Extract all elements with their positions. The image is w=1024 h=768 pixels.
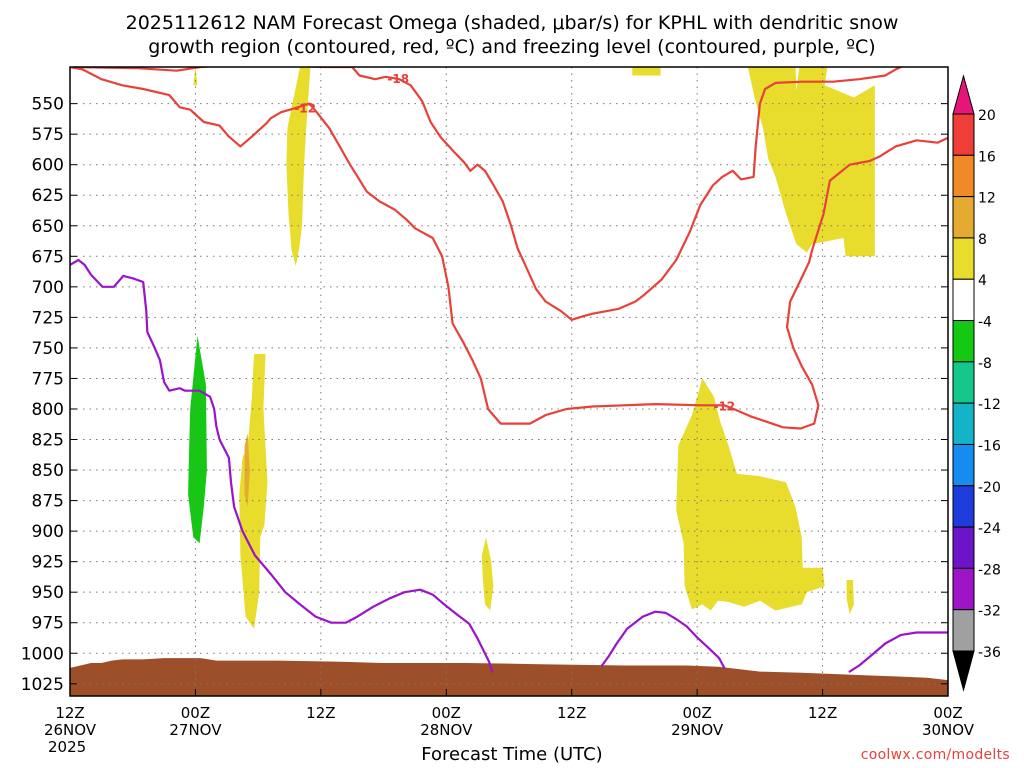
x-tick-label-0-2: 2025	[48, 738, 86, 756]
x-tick-label-12-1: 27NOV	[169, 721, 222, 739]
omega-region-9	[188, 335, 207, 544]
y-tick-label-900: 900	[32, 522, 64, 542]
colorbar-bin-8	[952, 402, 975, 445]
x-tick-label-60-0: 00Z	[682, 704, 711, 722]
colorbar-label-2: 12	[978, 191, 996, 207]
y-tick-label-700: 700	[32, 278, 64, 298]
colorbar-label-6: -8	[978, 356, 992, 372]
y-tick-label-550: 550	[32, 95, 64, 115]
plot-frame	[69, 66, 949, 697]
omega-shading	[70, 67, 948, 696]
y-tick-label-725: 725	[32, 308, 64, 328]
colorbar: 20 16 12 8 4 -4 -8 -12 -16 -20 -24 -28 -32 -36	[952, 74, 1001, 692]
y-tick-label-650: 650	[32, 217, 64, 237]
colorbar-bin-5	[952, 278, 975, 322]
y-tick-label-675: 675	[32, 247, 64, 267]
x-tick-label-36-1: 28NOV	[420, 721, 473, 739]
chart-title-line1: 2025112612 NAM Forecast Omega (shaded, μ…	[125, 12, 899, 34]
x-tick-label-60-1: 29NOV	[671, 721, 724, 739]
colorbar-bin-10	[952, 485, 975, 528]
omega-region-7	[846, 580, 854, 615]
y-tick-label-925: 925	[32, 553, 64, 573]
colorbar-bin-12	[952, 567, 975, 611]
colorbar-bin-6	[952, 320, 975, 363]
contours: -12 -18 -12	[70, 67, 948, 673]
gridlines	[70, 67, 948, 696]
contour-label-1: -18	[387, 72, 409, 86]
x-tick-label-48-0: 12Z	[557, 704, 586, 722]
colorbar-label-7: -12	[978, 397, 1001, 413]
x-tick-label-36-0: 00Z	[432, 704, 461, 722]
y-tick-label-850: 850	[32, 461, 64, 481]
omega-region-4	[481, 537, 494, 611]
y-tick-label-775: 775	[32, 369, 64, 389]
x-tick-label-72-0: 12Z	[808, 704, 837, 722]
colorbar-bottom-arrow	[952, 650, 975, 692]
colorbar-bin-13	[952, 609, 975, 652]
chart-title-line2: growth region (contoured, red, ºC) and f…	[148, 36, 876, 58]
omega-region-5	[632, 67, 661, 76]
dgz-contour-minus12	[70, 67, 948, 430]
contour-label-0: -12	[294, 101, 316, 115]
x-axis-label: Forecast Time (UTC)	[421, 744, 603, 765]
y-tick-label-750: 750	[32, 339, 64, 359]
colorbar-bin-9	[952, 443, 975, 487]
freezing-level-contour-b	[600, 610, 726, 670]
axes: 550 575 600 625 650 675 700 725 750 775 800 825 850 8…	[21, 66, 975, 756]
x-tick-label-12-0: 00Z	[181, 704, 210, 722]
colorbar-label-12: -32	[978, 604, 1001, 620]
freezing-level-contour	[70, 258, 494, 673]
y-tick-label-1025: 1025	[21, 675, 64, 695]
terrain	[70, 658, 948, 696]
x-tick-label-84-0: 00Z	[933, 704, 962, 722]
colorbar-label-1: 16	[978, 149, 996, 165]
colorbar-bin-2	[952, 154, 975, 198]
colorbar-label-5: -4	[978, 315, 992, 331]
colorbar-bin-3	[952, 196, 975, 239]
omega-region-3	[244, 433, 250, 507]
colorbar-label-10: -24	[978, 521, 1001, 537]
y-tick-label-625: 625	[32, 186, 64, 206]
x-tick-label-0-0: 12Z	[55, 704, 84, 722]
colorbar-bin-4	[952, 237, 975, 280]
y-tick-label-1000: 1000	[21, 644, 64, 664]
colorbar-bin-1	[952, 113, 975, 156]
omega-region-1	[286, 67, 311, 267]
colorbar-label-0: 20	[978, 108, 996, 124]
contour-label-2: -12	[713, 399, 735, 413]
omega-region-2	[239, 354, 268, 629]
credit-link[interactable]: coolwx.com/modelts	[860, 747, 1010, 763]
colorbar-label-13: -36	[978, 645, 1001, 661]
omega-region-8	[747, 67, 875, 257]
colorbar-top-arrow	[952, 74, 975, 115]
colorbar-label-8: -16	[978, 438, 1001, 454]
x-tick-label-84-1: 30NOV	[922, 721, 975, 739]
y-tick-label-975: 975	[32, 614, 64, 634]
omega-region-0	[193, 67, 198, 86]
y-tick-label-600: 600	[32, 156, 64, 176]
y-tick-label-575: 575	[32, 125, 64, 145]
dgz-contour-minus18	[70, 67, 904, 321]
x-tick-label-0-1: 26NOV	[44, 721, 97, 739]
colorbar-label-3: 8	[978, 232, 987, 248]
omega-region-6	[676, 378, 825, 611]
y-tick-label-950: 950	[32, 583, 64, 603]
colorbar-bin-11	[952, 526, 975, 569]
x-tick-label-24-0: 12Z	[306, 704, 335, 722]
colorbar-label-9: -20	[978, 480, 1001, 496]
y-tick-label-825: 825	[32, 431, 64, 451]
terrain-layer	[70, 658, 948, 696]
colorbar-label-11: -28	[978, 562, 1001, 578]
freezing-level-contour-c	[848, 631, 948, 673]
colorbar-label-4: 4	[978, 273, 987, 289]
y-tick-label-800: 800	[32, 400, 64, 420]
y-tick-label-875: 875	[32, 492, 64, 512]
colorbar-bin-7	[952, 361, 975, 404]
